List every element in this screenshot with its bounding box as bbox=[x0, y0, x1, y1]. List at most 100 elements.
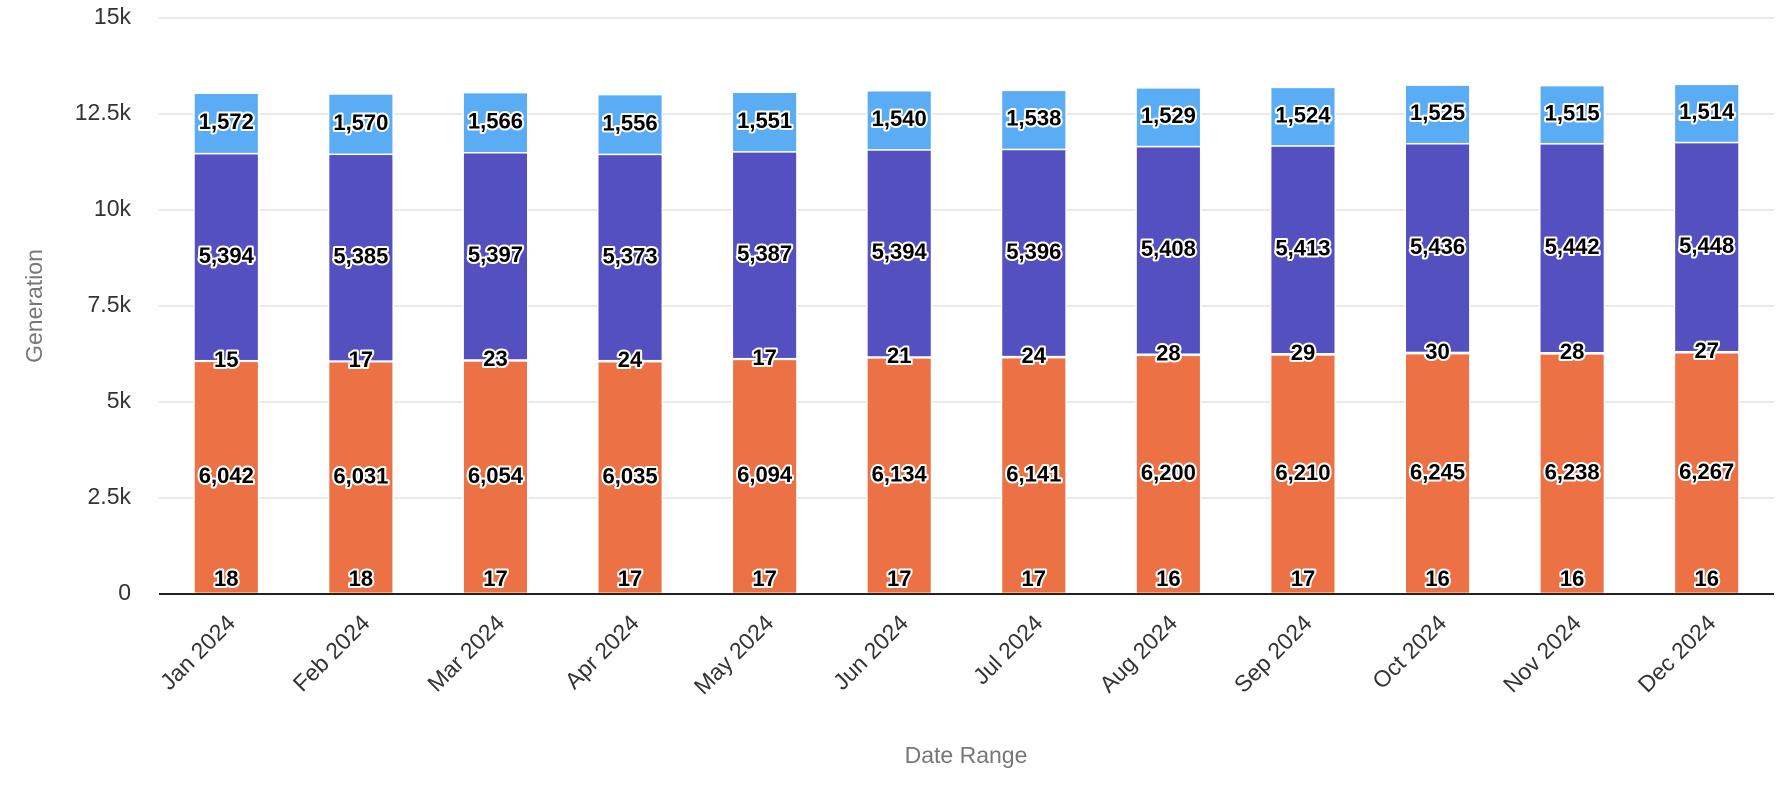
data-label: 5,397 bbox=[468, 242, 523, 267]
data-label: 1,514 bbox=[1679, 99, 1735, 124]
data-label: 17 bbox=[1022, 566, 1046, 591]
data-label: 1,570 bbox=[333, 110, 388, 135]
bar-segment bbox=[1269, 145, 1337, 355]
bar-segment bbox=[462, 151, 529, 361]
bar-segment bbox=[193, 152, 260, 362]
x-tick-label: Feb 2024 bbox=[288, 609, 375, 696]
data-label: 16 bbox=[1560, 566, 1584, 591]
data-label: 18 bbox=[214, 566, 238, 591]
bar-segment bbox=[1000, 148, 1067, 358]
data-label: 24 bbox=[618, 347, 643, 372]
data-label: 1,515 bbox=[1545, 101, 1600, 126]
x-tick-label: Mar 2024 bbox=[422, 609, 509, 696]
data-label: 6,094 bbox=[737, 462, 793, 487]
data-label: 18 bbox=[349, 566, 373, 591]
bar-segment bbox=[1404, 352, 1471, 595]
data-label: 21 bbox=[887, 343, 911, 368]
data-label: 5,448 bbox=[1679, 233, 1734, 258]
data-label: 6,035 bbox=[603, 463, 658, 488]
data-label: 5,436 bbox=[1410, 234, 1465, 259]
x-tick-label: Dec 2024 bbox=[1633, 609, 1721, 697]
bar-segment bbox=[1539, 353, 1606, 595]
data-label: 6,210 bbox=[1275, 460, 1330, 485]
data-label: 17 bbox=[1291, 566, 1315, 591]
x-tick-label: Nov 2024 bbox=[1498, 609, 1586, 697]
data-label: 15 bbox=[214, 347, 238, 372]
data-label: 1,572 bbox=[199, 109, 254, 134]
bar-segment bbox=[1135, 145, 1202, 355]
bar-segment bbox=[731, 91, 798, 153]
data-label: 17 bbox=[752, 566, 776, 591]
bar-segment bbox=[1673, 351, 1740, 595]
bar-segment bbox=[1269, 86, 1337, 147]
data-label: 17 bbox=[752, 345, 776, 370]
bar-segment bbox=[866, 357, 933, 595]
bar-segment bbox=[1404, 84, 1471, 145]
data-label: 6,200 bbox=[1141, 460, 1196, 485]
data-label: 1,551 bbox=[737, 108, 792, 133]
bar-segment bbox=[1539, 84, 1606, 145]
data-label: 16 bbox=[1425, 566, 1449, 591]
data-label: 28 bbox=[1560, 339, 1584, 364]
bar-segment bbox=[327, 93, 394, 156]
data-label: 6,054 bbox=[468, 463, 524, 488]
data-label: 5,385 bbox=[333, 243, 388, 268]
data-label: 6,042 bbox=[199, 463, 254, 488]
data-label: 5,394 bbox=[872, 239, 928, 264]
data-label: 6,134 bbox=[872, 461, 928, 486]
data-label: 30 bbox=[1425, 339, 1449, 364]
data-label: 29 bbox=[1291, 340, 1315, 365]
data-label: 1,529 bbox=[1141, 103, 1196, 128]
x-tick-label: Sep 2024 bbox=[1229, 609, 1317, 697]
data-label: 1,540 bbox=[872, 106, 927, 131]
bar-segment bbox=[731, 151, 798, 360]
x-tick-label: Aug 2024 bbox=[1094, 609, 1182, 697]
data-label: 16 bbox=[1156, 566, 1180, 591]
y-tick-label: 15k bbox=[94, 3, 132, 29]
data-label: 6,267 bbox=[1679, 459, 1734, 484]
bar-segment bbox=[462, 360, 529, 595]
data-label: 17 bbox=[483, 566, 507, 591]
data-label: 27 bbox=[1694, 338, 1718, 363]
data-label: 1,524 bbox=[1275, 102, 1331, 127]
x-tick-label: Apr 2024 bbox=[559, 609, 644, 694]
bar-segment bbox=[193, 92, 260, 155]
bar-segment bbox=[866, 149, 933, 358]
bar-segment bbox=[731, 358, 798, 595]
bar-segment bbox=[1539, 143, 1606, 354]
data-label: 1,525 bbox=[1410, 100, 1465, 125]
data-label: 17 bbox=[349, 347, 373, 372]
x-axis-title: Date Range bbox=[905, 742, 1028, 768]
bar-segment bbox=[596, 93, 664, 156]
data-label: 5,394 bbox=[199, 243, 255, 268]
bar-segment bbox=[1404, 142, 1471, 354]
bar-segment bbox=[327, 153, 394, 362]
data-label: 5,408 bbox=[1141, 236, 1196, 261]
y-tick-label: 7.5k bbox=[88, 291, 132, 317]
y-axis-title: Generation bbox=[21, 249, 47, 363]
data-label: 5,373 bbox=[603, 243, 658, 268]
x-tick-label: May 2024 bbox=[689, 609, 779, 699]
data-label: 5,387 bbox=[737, 241, 792, 266]
data-label: 1,556 bbox=[603, 110, 658, 135]
data-label: 16 bbox=[1694, 566, 1718, 591]
bar-segment bbox=[1135, 87, 1202, 148]
bar-segment bbox=[1135, 354, 1202, 595]
y-tick-label: 10k bbox=[94, 195, 132, 221]
data-label: 5,413 bbox=[1275, 236, 1330, 261]
data-label: 6,245 bbox=[1410, 459, 1465, 484]
y-tick-label: 12.5k bbox=[75, 99, 132, 125]
bar-segment bbox=[1673, 83, 1740, 144]
bar-segment bbox=[596, 360, 664, 595]
bar-segment bbox=[596, 153, 664, 362]
data-label: 24 bbox=[1022, 343, 1047, 368]
data-label: 23 bbox=[483, 346, 507, 371]
data-label: 5,396 bbox=[1006, 239, 1061, 264]
y-tick-label: 2.5k bbox=[88, 483, 132, 509]
bar-segment bbox=[1000, 89, 1067, 151]
data-label: 6,238 bbox=[1545, 459, 1600, 484]
data-label: 6,141 bbox=[1006, 461, 1061, 486]
y-tick-label: 5k bbox=[107, 387, 132, 413]
bar-segment bbox=[462, 91, 529, 154]
